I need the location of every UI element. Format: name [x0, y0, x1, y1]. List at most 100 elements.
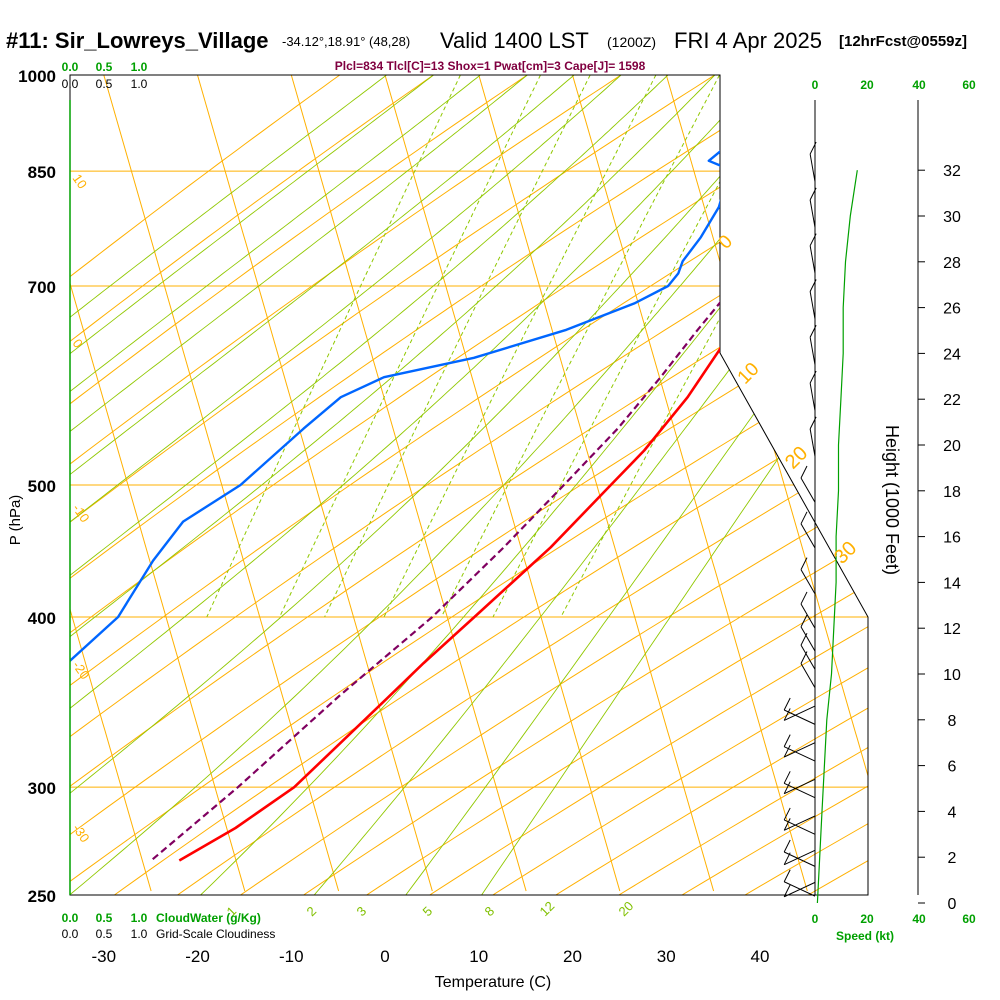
speed-tick-top: 40 — [912, 78, 926, 92]
height-tick-label: 2 — [948, 850, 957, 867]
cloud-scale-bottom-green: 0.5 — [96, 911, 113, 925]
wind-barb-staff — [783, 778, 816, 795]
height-tick-label: 4 — [948, 804, 957, 821]
pressure-tick-label: 300 — [28, 779, 56, 798]
height-tick-label: 20 — [943, 438, 961, 455]
utc-time: (1200Z) — [607, 34, 656, 50]
speed-tick-bottom: 20 — [860, 912, 874, 926]
mixing-ratio-label: 20 — [616, 898, 637, 919]
wind-barb — [809, 325, 817, 365]
temperature-tick-label: -30 — [91, 947, 116, 966]
dry-adiabat-line — [70, 75, 868, 895]
wind-barb-flag — [783, 697, 791, 711]
isotherm-line — [290, 75, 527, 892]
wind-barb — [783, 815, 816, 831]
cloud-scale-bottom-green: 0.0 — [62, 911, 79, 925]
dry-adiabat-line — [807, 75, 868, 895]
wind-barb-staff — [809, 337, 816, 365]
isotherm-line — [853, 75, 868, 892]
wind-barb — [800, 465, 816, 503]
dry-adiabat-label: -20 — [70, 658, 93, 682]
grid-layer — [70, 75, 868, 895]
wind-barb — [809, 416, 817, 457]
dry-adiabat-label: 20 — [781, 442, 812, 473]
wind-barb — [809, 187, 817, 228]
wind-barb-flag — [783, 734, 791, 747]
wind-barb-staff — [800, 523, 816, 549]
dry-adiabat-line — [177, 75, 868, 895]
surface-temperature-point — [903, 71, 911, 79]
temperature-tick-label: 30 — [657, 947, 676, 966]
wind-barb-flag — [800, 465, 808, 479]
wind-barb-staff — [783, 815, 816, 831]
wind-barb-flag — [809, 370, 817, 384]
height-tick-label: 24 — [943, 346, 961, 363]
cloudiness-label: Grid-Scale Cloudiness — [156, 927, 275, 941]
dry-adiabat-label: 10 — [70, 171, 91, 191]
isotherm-line — [572, 75, 808, 892]
wind-barb — [809, 233, 817, 274]
wind-barb — [783, 849, 816, 866]
height-tick-label: 10 — [943, 667, 961, 684]
wind-barb-staff — [783, 782, 816, 799]
wind-barb — [800, 614, 816, 652]
dry-adiabat-label: 0 — [715, 231, 737, 253]
station-title: #11: Sir_Lowreys_Village — [6, 28, 269, 53]
speed-axis-title: Speed (kt) — [836, 929, 894, 943]
dry-adiabat-line — [240, 75, 868, 895]
wind-barb-staff — [783, 849, 816, 866]
height-axis-title: Height (1000 Feet) — [882, 425, 902, 575]
height-tick-label: 22 — [943, 392, 961, 409]
sounding-params: Plcl=834 Tlcl[C]=13 Shox=1 Pwat[cm]=3 Ca… — [335, 59, 646, 73]
wind-barb — [783, 881, 816, 898]
dry-adiabat-label: 0 — [70, 336, 86, 351]
dry-adiabat-label: 10 — [734, 359, 764, 389]
dry-adiabat-line — [429, 75, 868, 895]
isotherm-line — [665, 75, 868, 892]
height-tick-label: 12 — [943, 621, 961, 638]
isotherm-line — [197, 75, 433, 892]
cloud-scale-bottom-black: 0.0 — [62, 927, 79, 941]
speed-tick-bottom: 0 — [812, 912, 819, 926]
dry-adiabat-line — [70, 75, 434, 895]
temperature-tick-label: -10 — [279, 947, 304, 966]
wind-barb — [800, 557, 816, 595]
wind-barb-staff — [809, 245, 816, 274]
wind-barb — [783, 869, 816, 897]
moist-adiabat-line — [70, 75, 716, 895]
wind-barb-flag — [783, 807, 791, 821]
dry-adiabat-line — [70, 75, 341, 895]
wind-barb-flag — [809, 141, 817, 155]
mixing-ratio-label: 8 — [482, 903, 498, 919]
cloud-scale-top-black: 0.0 — [62, 77, 79, 91]
height-tick-label: 28 — [943, 255, 961, 272]
moist-adiabat-line — [70, 75, 669, 895]
wind-barb — [800, 511, 816, 549]
cloud-scale-bottom-black: 1.0 — [131, 927, 148, 941]
cloud-scale-top-green: 1.0 — [131, 60, 148, 74]
dry-adiabat-label: -30 — [70, 821, 93, 845]
wind-barb-staff — [809, 153, 816, 182]
wind-barb-flag — [783, 708, 791, 721]
wind-barb-flag — [809, 279, 817, 292]
cloud-scale-bottom-green: 1.0 — [131, 911, 148, 925]
pressure-tick-label: 500 — [28, 477, 56, 496]
moist-adiabat-line — [70, 75, 575, 895]
pressure-tick-label: 400 — [28, 609, 56, 628]
wind-barb-flag — [809, 187, 817, 201]
valid-time: Valid 1400 LST — [440, 28, 589, 53]
pressure-tick-label: 250 — [28, 887, 56, 906]
wind-barb-staff — [800, 603, 816, 629]
wind-speed-line — [816, 170, 858, 904]
station-coords: -34.12°,18.91° (48,28) — [282, 34, 410, 49]
wind-barb-flag — [809, 325, 817, 338]
temperature-tick-label: -20 — [185, 947, 210, 966]
cloud-scale-top-black: 1.0 — [131, 77, 148, 91]
wind-barb-staff — [783, 742, 816, 758]
dry-adiabat-line — [70, 75, 809, 895]
wind-barb-staff — [783, 819, 816, 835]
isotherm-line — [70, 75, 246, 892]
dry-adiabat-line — [70, 75, 528, 895]
height-tick-label: 26 — [943, 301, 961, 318]
dry-adiabat-line — [70, 75, 868, 895]
